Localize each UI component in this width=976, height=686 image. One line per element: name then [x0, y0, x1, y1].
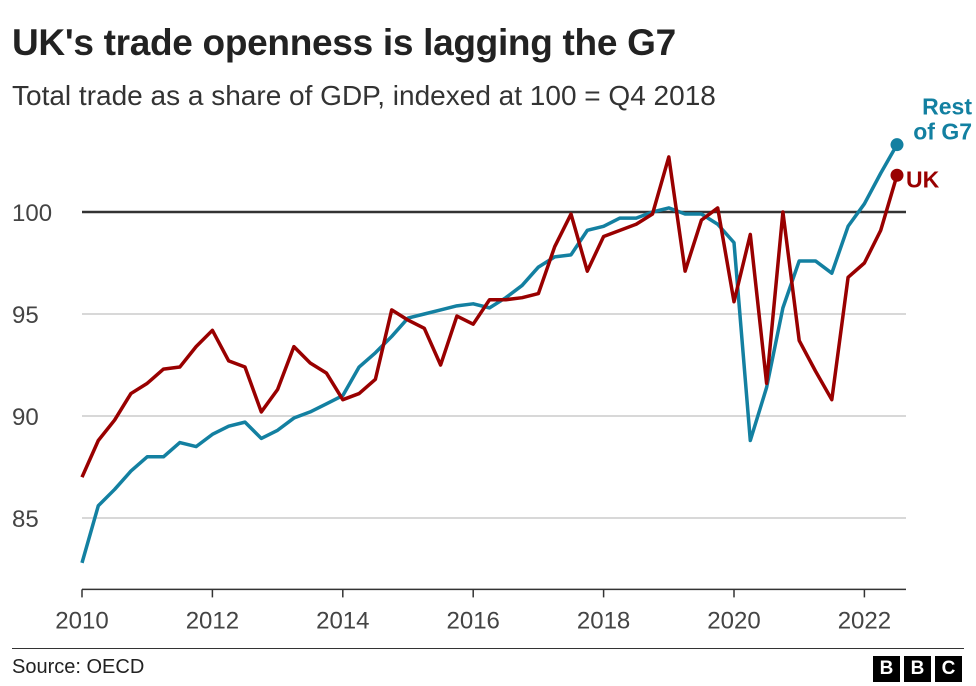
chart-subtitle: Total trade as a share of GDP, indexed a… — [12, 80, 716, 111]
y-tick-label: 85 — [12, 506, 39, 533]
series-endpoint — [890, 138, 904, 152]
y-tick-label: 90 — [12, 404, 39, 431]
series-label: of G7 — [913, 119, 972, 145]
chart-title: UK's trade openness is lagging the G7 — [12, 22, 676, 63]
y-tick-label: 100 — [12, 200, 52, 227]
series-label: Rest — [922, 94, 972, 120]
x-tick-label: 2012 — [186, 607, 239, 634]
y-tick-label: 95 — [12, 302, 39, 329]
x-tick-label: 2018 — [577, 607, 630, 634]
x-tick-label: 2014 — [316, 607, 369, 634]
series-line-rest-of-g7 — [80, 143, 899, 564]
series-line-uk — [80, 155, 899, 478]
x-tick-label: 2022 — [838, 607, 891, 634]
source-note: Source: OECD — [12, 656, 145, 678]
series-label: UK — [906, 166, 940, 192]
footer-divider — [12, 648, 964, 649]
series-endpoint — [890, 168, 904, 182]
x-tick-label: 2010 — [55, 607, 108, 634]
x-tick-label: 2016 — [447, 607, 500, 634]
x-tick-label: 2020 — [707, 607, 760, 634]
